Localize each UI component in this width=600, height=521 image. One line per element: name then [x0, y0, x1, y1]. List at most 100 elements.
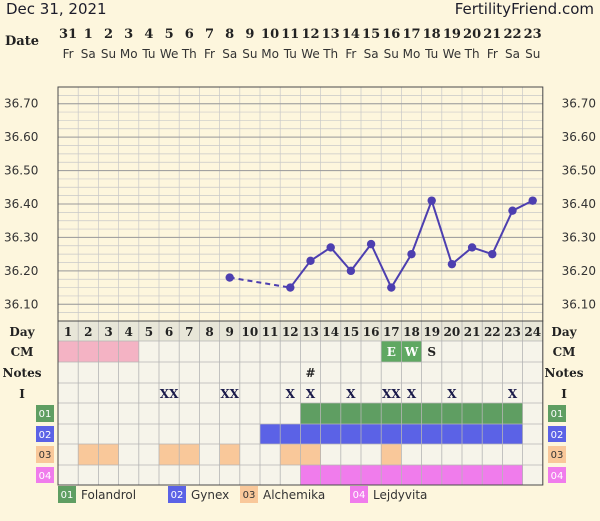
- med-cell-04: [441, 465, 462, 485]
- date-label: 3: [124, 27, 133, 42]
- weekday-label: Sa: [505, 47, 520, 61]
- date-label: 22: [503, 27, 521, 42]
- row-label-right: Notes: [545, 366, 584, 380]
- med-cell-01: [462, 403, 483, 424]
- day-number: 3: [104, 325, 112, 339]
- y-tick-label-left: 36.70: [4, 97, 38, 111]
- temp-line-dashed-segment: [229, 276, 291, 289]
- date-label: 9: [245, 27, 254, 42]
- day-number: 18: [403, 325, 420, 339]
- y-tick-label-left: 36.30: [4, 230, 38, 244]
- weekday-label: Th: [464, 47, 480, 61]
- med-cell-01: [441, 403, 462, 424]
- med-cell-02: [320, 424, 341, 444]
- med-cell-01: [482, 403, 503, 424]
- day-number: 13: [302, 325, 319, 339]
- med-cell-04: [381, 465, 402, 485]
- med-cell-02: [421, 424, 442, 444]
- weekday-label: Su: [101, 47, 116, 61]
- med-code-left: 02: [39, 430, 52, 441]
- med-code-badge-right: [548, 426, 566, 442]
- med-cell-02: [462, 424, 483, 444]
- note-marker: #: [305, 366, 315, 380]
- y-tick-label-right: 36.10: [562, 297, 596, 311]
- med-cell-03: [280, 444, 301, 465]
- legend-swatch: [58, 486, 76, 503]
- temp-line-segment: [430, 200, 453, 265]
- y-tick-label-right: 36.50: [562, 164, 596, 178]
- med-cell-02: [401, 424, 422, 444]
- temp-point: [508, 206, 517, 215]
- med-cell-02: [340, 424, 361, 444]
- med-code-badge-left: [36, 446, 54, 463]
- temp-point: [346, 266, 356, 276]
- day-number: 19: [423, 325, 440, 339]
- day-number: 22: [484, 325, 501, 339]
- row-label-left: Day: [9, 325, 35, 339]
- date-label: 10: [261, 27, 279, 42]
- weekday-label: Su: [242, 47, 257, 61]
- med-cell-01: [502, 403, 523, 424]
- med-cell-03: [179, 444, 200, 465]
- day-number: 17: [383, 325, 400, 339]
- med-cell-04: [361, 465, 382, 485]
- temp-point: [528, 196, 537, 205]
- date-label: 17: [402, 27, 420, 42]
- date-label: 19: [443, 27, 461, 42]
- day-number: 9: [226, 325, 234, 339]
- temp-point: [225, 273, 234, 282]
- weekday-label: We: [443, 47, 462, 61]
- day-number: 11: [262, 325, 279, 339]
- temp-line-segment: [289, 260, 312, 289]
- legend-swatch: [240, 486, 258, 503]
- date-label: 12: [301, 27, 319, 42]
- date-label: 14: [342, 27, 360, 42]
- med-code-right: 03: [551, 450, 564, 461]
- temp-point: [366, 239, 376, 249]
- temp-point: [467, 243, 477, 252]
- med-code-right: 01: [551, 409, 564, 420]
- med-cell-04: [401, 465, 422, 485]
- temp-line-segment: [491, 210, 514, 255]
- date-label: 1: [84, 27, 93, 42]
- legend-code: 03: [243, 490, 256, 501]
- day-number: 14: [322, 325, 339, 339]
- date-label: 23: [524, 27, 542, 42]
- day-number: 8: [205, 325, 213, 339]
- intercourse-marker: XX: [160, 387, 179, 401]
- intercourse-marker: X: [346, 387, 356, 401]
- legend-name: Lejdyvita: [373, 488, 427, 502]
- temp-point: [286, 283, 295, 292]
- date-label: 13: [322, 27, 340, 42]
- med-cell-04: [462, 465, 483, 485]
- weekday-label: Tu: [141, 47, 155, 61]
- med-cell-04: [300, 465, 321, 485]
- temp-point: [447, 259, 457, 269]
- date-label: 21: [483, 27, 501, 42]
- med-code-badge-left: [36, 405, 54, 422]
- med-cell-02: [381, 424, 402, 444]
- day-number: 10: [242, 325, 259, 339]
- row-label-right: I: [561, 387, 567, 401]
- med-cell-02: [260, 424, 281, 444]
- med-cell-01: [401, 403, 422, 424]
- med-code-right: 04: [551, 471, 564, 482]
- med-cell-01: [361, 403, 382, 424]
- temp-line-segment: [451, 246, 473, 265]
- med-code-left: 04: [39, 471, 52, 482]
- med-cell-02: [300, 424, 321, 444]
- row-label-right: CM: [553, 345, 576, 359]
- med-cell-02: [361, 424, 382, 444]
- day-number: 23: [504, 325, 521, 339]
- med-cell-01: [300, 403, 321, 424]
- temp-point: [387, 283, 396, 292]
- legend-code: 04: [353, 490, 366, 501]
- weekday-label: Th: [181, 47, 197, 61]
- cm-label: S: [427, 345, 436, 359]
- med-code-left: 01: [39, 409, 52, 420]
- med-cell-03: [159, 444, 180, 465]
- y-tick-label-left: 36.40: [4, 197, 38, 211]
- date-label: 20: [463, 27, 481, 42]
- cm-shaded-cell: [118, 341, 139, 362]
